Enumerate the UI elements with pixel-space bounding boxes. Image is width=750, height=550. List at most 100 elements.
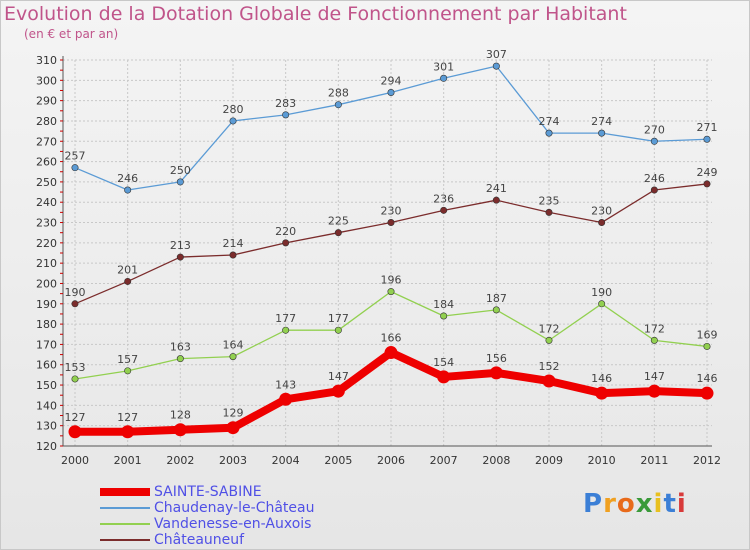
x-tick-label: 2001 bbox=[114, 454, 142, 467]
data-point bbox=[176, 253, 184, 261]
data-label: 152 bbox=[539, 360, 560, 373]
data-point bbox=[492, 62, 500, 70]
y-tick-label: 220 bbox=[36, 237, 57, 250]
data-point bbox=[279, 392, 293, 406]
x-tick-label: 2007 bbox=[430, 454, 458, 467]
data-point bbox=[598, 219, 606, 227]
data-label: 177 bbox=[275, 312, 296, 325]
data-label: 154 bbox=[433, 356, 454, 369]
data-label: 241 bbox=[486, 182, 507, 195]
data-label: 307 bbox=[486, 48, 507, 61]
data-point bbox=[124, 367, 132, 375]
data-label: 147 bbox=[328, 370, 349, 383]
data-label: 190 bbox=[591, 286, 612, 299]
data-point bbox=[71, 164, 79, 172]
data-label: 220 bbox=[275, 225, 296, 238]
data-point bbox=[492, 306, 500, 314]
data-point bbox=[703, 180, 711, 188]
data-label: 157 bbox=[117, 353, 138, 366]
data-point bbox=[176, 178, 184, 186]
grid-layer bbox=[63, 59, 712, 447]
legend-label: Vandenesse-en-Auxois bbox=[154, 516, 312, 532]
data-label: 146 bbox=[697, 372, 718, 385]
data-point bbox=[492, 196, 500, 204]
data-point bbox=[282, 239, 290, 247]
data-point bbox=[173, 423, 187, 437]
data-point bbox=[440, 312, 448, 320]
data-point bbox=[703, 342, 711, 350]
data-point bbox=[647, 384, 661, 398]
data-point bbox=[650, 186, 658, 194]
data-point bbox=[437, 370, 451, 384]
data-label: 164 bbox=[223, 339, 244, 352]
proxiti-logo: Proxiti bbox=[583, 489, 687, 519]
y-tick-label: 120 bbox=[36, 440, 57, 453]
legend-swatch bbox=[100, 523, 150, 525]
data-point bbox=[595, 386, 609, 400]
logo-letter: o bbox=[616, 489, 636, 519]
data-point bbox=[124, 277, 132, 285]
x-tick-label: 2010 bbox=[588, 454, 616, 467]
legend-swatch bbox=[100, 507, 150, 509]
data-label: 129 bbox=[223, 407, 244, 420]
logo-letter: r bbox=[603, 489, 617, 519]
x-tick-label: 2006 bbox=[377, 454, 405, 467]
data-label: 163 bbox=[170, 341, 191, 354]
data-label: 143 bbox=[275, 378, 296, 391]
logo-letter: i bbox=[676, 489, 687, 519]
data-label: 294 bbox=[381, 75, 402, 88]
data-point bbox=[334, 326, 342, 334]
data-point bbox=[71, 375, 79, 383]
data-point bbox=[440, 74, 448, 82]
data-label: 196 bbox=[381, 274, 402, 287]
data-point bbox=[650, 336, 658, 344]
y-tick-label: 290 bbox=[36, 95, 57, 108]
y-tick-label: 180 bbox=[36, 318, 57, 331]
data-point bbox=[229, 353, 237, 361]
chart-subtitle: (en € et par an) bbox=[24, 27, 119, 41]
y-tick-label: 300 bbox=[36, 74, 57, 87]
data-point bbox=[598, 300, 606, 308]
data-label: 246 bbox=[117, 172, 138, 185]
data-label: 257 bbox=[65, 150, 86, 163]
data-point bbox=[545, 336, 553, 344]
data-point bbox=[71, 300, 79, 308]
data-point bbox=[384, 346, 398, 360]
logo-letter: P bbox=[583, 489, 604, 519]
y-tick-label: 260 bbox=[36, 156, 57, 169]
data-point bbox=[387, 288, 395, 296]
data-label: 166 bbox=[381, 332, 402, 345]
legend-swatch bbox=[100, 488, 150, 496]
data-point bbox=[229, 117, 237, 125]
data-point bbox=[229, 251, 237, 259]
data-point bbox=[542, 374, 556, 388]
data-label: 177 bbox=[328, 312, 349, 325]
data-point bbox=[598, 129, 606, 137]
data-label: 156 bbox=[486, 352, 507, 365]
data-label: 246 bbox=[644, 172, 665, 185]
data-point bbox=[650, 137, 658, 145]
data-label: 172 bbox=[539, 322, 560, 335]
data-label: 270 bbox=[644, 123, 665, 136]
data-point bbox=[282, 326, 290, 334]
data-label: 274 bbox=[591, 115, 612, 128]
data-point bbox=[700, 386, 714, 400]
axis-layer: 120 130 140 150 160 170 180 190 200 210 220 230 240 2… bbox=[36, 54, 721, 467]
legend-swatch bbox=[100, 539, 150, 541]
y-tick-label: 130 bbox=[36, 420, 57, 433]
data-label: 169 bbox=[697, 328, 718, 341]
data-point bbox=[282, 111, 290, 119]
data-label: 236 bbox=[433, 192, 454, 205]
y-tick-label: 160 bbox=[36, 359, 57, 372]
y-tick-label: 250 bbox=[36, 176, 57, 189]
y-tick-label: 200 bbox=[36, 277, 57, 290]
data-point bbox=[440, 206, 448, 214]
data-label: 127 bbox=[65, 411, 86, 424]
x-tick-label: 2000 bbox=[61, 454, 89, 467]
legend-label: SAINTE-SABINE bbox=[154, 484, 262, 500]
data-point bbox=[226, 421, 240, 435]
logo-letter: i bbox=[653, 489, 664, 519]
data-point bbox=[331, 384, 345, 398]
data-label: 274 bbox=[539, 115, 560, 128]
